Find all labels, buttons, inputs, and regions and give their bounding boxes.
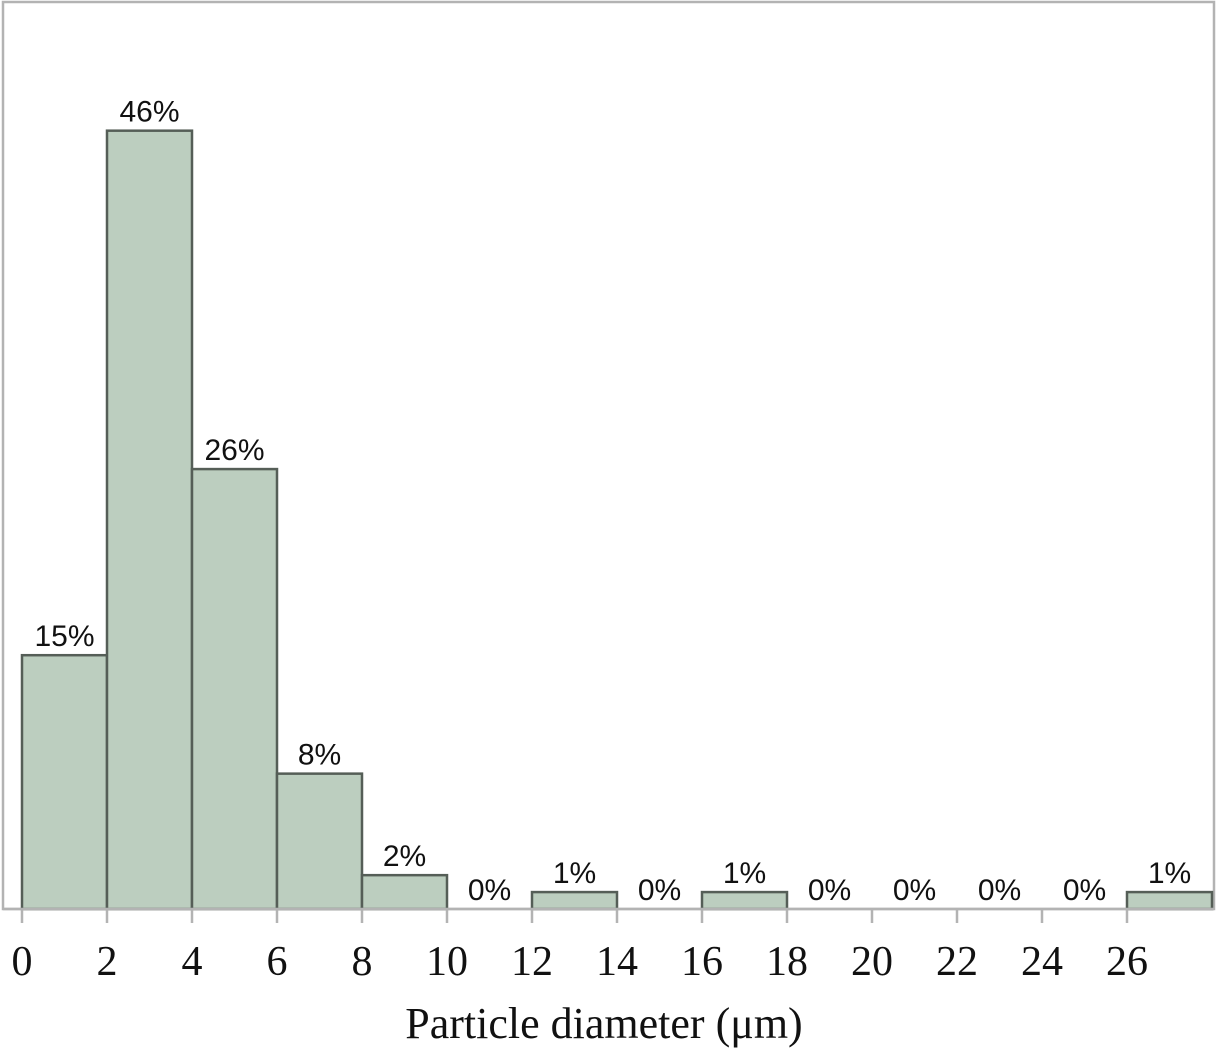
x-tick-labels-group: 0 2 4 6 8 10 12 14 16 18 20 22 24 26 — [12, 939, 1149, 985]
bar-6-8 — [275, 772, 364, 911]
x-tick-label-20: 20 — [851, 939, 893, 985]
bar-label-16-18: 1% — [723, 857, 766, 890]
bar-label-4-6: 26% — [204, 434, 264, 467]
x-axis-title: Particle diameter (μm) — [405, 999, 802, 1048]
bar-label-20-22: 0% — [893, 874, 936, 907]
bar-label-6-8: 8% — [298, 739, 341, 772]
x-tick-label-16: 16 — [681, 939, 723, 985]
bar-label-24-26: 0% — [1063, 874, 1106, 907]
x-tick-label-2: 2 — [97, 939, 118, 985]
x-tick-label-0: 0 — [12, 939, 33, 985]
x-ticks-group — [20, 909, 1129, 923]
bar-label-10-12: 0% — [468, 874, 511, 907]
x-tick-label-6: 6 — [267, 939, 288, 985]
x-tick-label-8: 8 — [352, 939, 373, 985]
bar-label-14-16: 0% — [638, 874, 681, 907]
bar-label-8-10: 2% — [383, 840, 426, 873]
bar-16-18 — [700, 890, 789, 911]
x-tick-label-24: 24 — [1021, 939, 1063, 985]
bar-0-2 — [20, 653, 109, 911]
x-tick-label-26: 26 — [1106, 939, 1148, 985]
bar-label-22-24: 0% — [978, 874, 1021, 907]
bar-label-18-20: 0% — [808, 874, 851, 907]
bar-label-12-14: 1% — [553, 857, 596, 890]
x-tick-label-18: 18 — [766, 939, 808, 985]
bar-label-26-28: 1% — [1148, 857, 1191, 890]
bar-8-10 — [360, 873, 449, 911]
x-tick-label-22: 22 — [936, 939, 978, 985]
bar-label-2-4: 46% — [119, 96, 179, 129]
bars-group — [20, 129, 1214, 911]
x-tick-label-14: 14 — [596, 939, 638, 985]
bar-labels-group: 15% 46% 26% 8% 2% 0% 1% 0% 1% 0% 0% 0% 0% 1% — [34, 96, 1191, 907]
bar-2-4 — [105, 129, 194, 911]
x-tick-label-12: 12 — [511, 939, 553, 985]
bar-12-14 — [530, 890, 619, 911]
bar-26-28 — [1125, 890, 1214, 911]
x-tick-label-10: 10 — [426, 939, 468, 985]
bar-4-6 — [190, 467, 279, 911]
x-tick-label-4: 4 — [182, 939, 203, 985]
bar-label-0-2: 15% — [34, 620, 94, 653]
